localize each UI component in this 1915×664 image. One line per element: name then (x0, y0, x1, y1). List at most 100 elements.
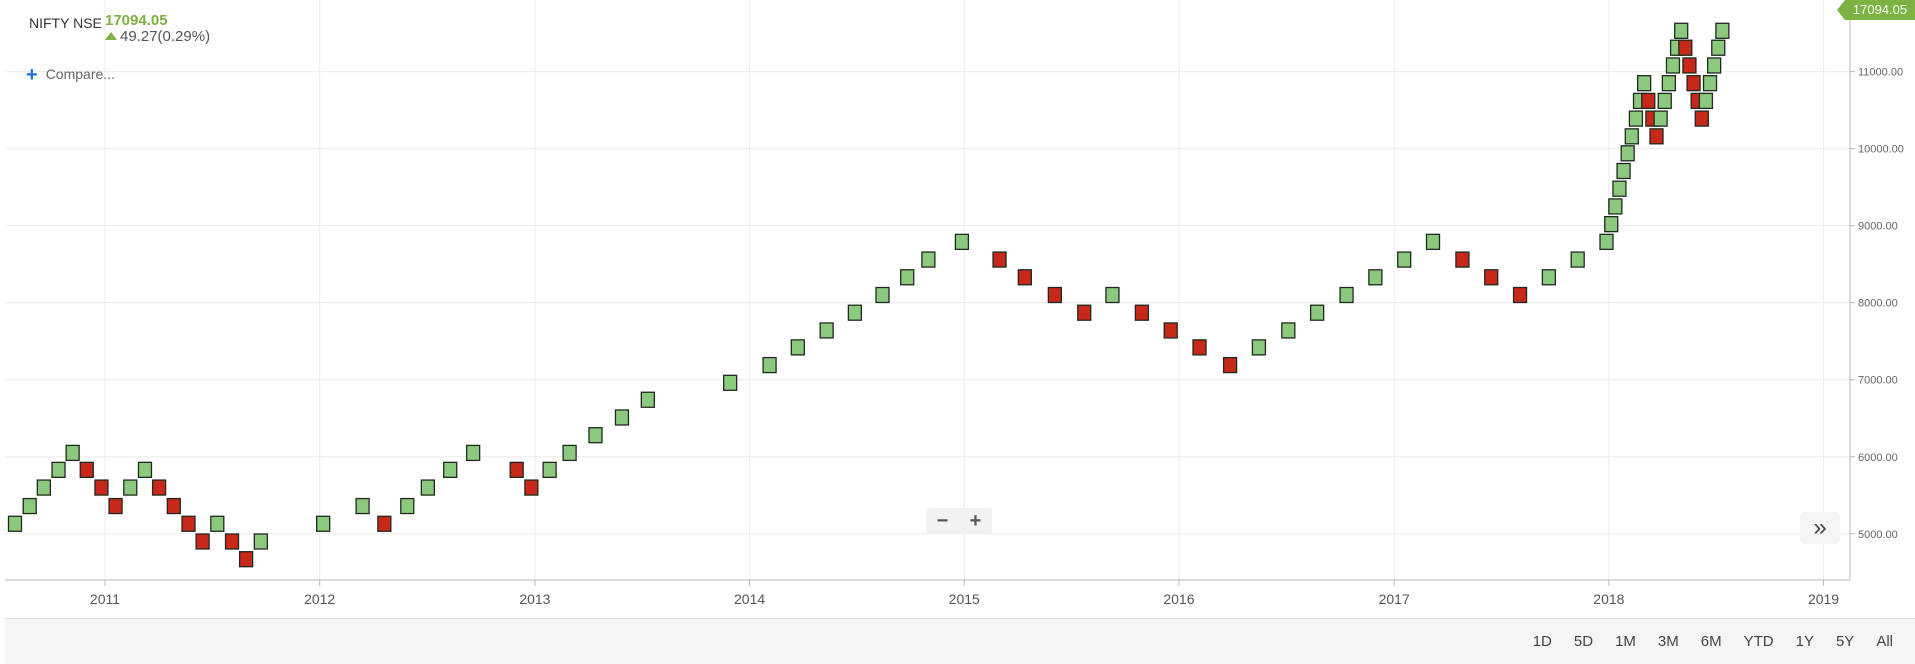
range-buttons: 1D 5D 1M 3M 6M YTD 1Y 5Y All (1533, 633, 1915, 650)
compare-button[interactable]: + Compare... (26, 62, 115, 86)
renko-brick-up (65, 444, 80, 462)
renko-brick-up (1674, 22, 1689, 39)
y-tick-label: 9000.00 (1858, 221, 1898, 233)
renko-brick-up (1702, 75, 1718, 92)
range-ytd-button[interactable]: YTD (1743, 633, 1774, 650)
change-value: 49.27(0.29%) (120, 28, 211, 45)
renko-brick-down (509, 461, 524, 479)
renko-brick-up (1637, 75, 1652, 92)
renko-brick-down (1694, 110, 1709, 127)
renko-brick-up (1698, 92, 1714, 110)
renko-brick-up (1715, 22, 1730, 39)
x-tick-label: 2017 (1379, 591, 1410, 607)
renko-brick-up (1711, 39, 1726, 56)
renko-brick-up (123, 479, 138, 496)
renko-brick-up (36, 479, 51, 496)
range-5d-button[interactable]: 5D (1573, 633, 1594, 650)
renko-brick-up (355, 497, 370, 515)
y-tick-label: 8000.00 (1858, 298, 1898, 310)
x-tick-label: 2015 (949, 591, 980, 607)
renko-brick-up (1368, 269, 1383, 286)
double-chevron-right-icon[interactable]: » (1800, 512, 1840, 544)
renko-brick-up (1620, 145, 1635, 162)
renko-brick-up (847, 304, 863, 321)
renko-brick-up (1541, 269, 1557, 286)
renko-bricks (7, 22, 1730, 568)
renko-brick-up (1706, 57, 1722, 74)
range-5y-button[interactable]: 5Y (1835, 633, 1855, 650)
plus-icon: + (26, 64, 38, 86)
renko-brick-down (1455, 251, 1470, 268)
range-1d-button[interactable]: 1D (1532, 633, 1552, 650)
zoom-in-button[interactable]: + (969, 510, 982, 532)
compare-label: Compare... (45, 66, 115, 82)
renko-brick-down (1682, 57, 1697, 74)
range-6m-button[interactable]: 6M (1700, 633, 1722, 650)
range-selector-bar: 1D 5D 1M 3M 6M YTD 1Y 5Y All (5, 618, 1915, 664)
renko-brick-up (790, 339, 805, 356)
renko-brick-down (992, 251, 1007, 268)
renko-brick-up (900, 269, 915, 286)
renko-brick-up (723, 374, 738, 391)
renko-brick-up (137, 461, 153, 479)
renko-brick-up (954, 233, 970, 251)
renko-brick-up (1657, 92, 1672, 110)
last-price-tag: 17094.05 (1837, 0, 1915, 20)
renko-brick-down (1649, 128, 1664, 145)
renko-brick-up (420, 479, 436, 496)
x-tick-label: 2016 (1163, 591, 1194, 607)
x-axis: 2011 2012 2013 2014 2015 2016 2017 2018 2019 (5, 579, 1850, 607)
renko-brick-up (1339, 286, 1354, 304)
renko-brick-up (1608, 198, 1623, 215)
renko-brick-up (562, 444, 577, 462)
y-tick-label: 11000.00 (1858, 67, 1903, 79)
renko-brick-down (1163, 322, 1178, 339)
range-1m-button[interactable]: 1M (1615, 633, 1636, 650)
x-tick-label: 2011 (90, 591, 120, 607)
renko-brick-down (195, 533, 210, 550)
x-tick-label: 2012 (304, 591, 335, 607)
y-tick-label: 5000.00 (1858, 529, 1898, 541)
renko-brick-up (921, 251, 936, 268)
renko-brick-up (819, 322, 834, 339)
range-all-button[interactable]: All (1876, 633, 1893, 650)
renko-brick-up (210, 515, 225, 532)
x-tick-label: 2014 (734, 591, 765, 607)
arrow-up-icon (105, 32, 117, 40)
price-change: 49.27(0.29%) (105, 28, 210, 46)
x-tick-label: 2019 (1808, 591, 1839, 607)
x-tick-label: 2018 (1593, 591, 1624, 607)
renko-brick-up (762, 356, 777, 374)
range-1y-button[interactable]: 1Y (1795, 633, 1814, 650)
renko-brick-down (1484, 269, 1499, 286)
renko-brick-up (1653, 110, 1668, 127)
renko-brick-down (166, 497, 181, 515)
renko-brick-up (400, 497, 415, 515)
renko-brick-up (1309, 304, 1325, 321)
y-tick-label: 6000.00 (1858, 452, 1898, 464)
renko-brick-up (1616, 162, 1631, 180)
renko-brick-up (1665, 57, 1681, 74)
x-tick-label: 2013 (519, 591, 550, 607)
y-axis: 5000.00 6000.00 7000.00 8000.00 9000.00 10000… (1849, 0, 1904, 580)
renko-brick-up (588, 427, 603, 444)
last-price: 17094.05 (105, 12, 168, 29)
renko-brick-down (238, 551, 254, 568)
renko-brick-down (79, 461, 94, 479)
renko-brick-down (1047, 286, 1062, 304)
renko-brick-up (1628, 110, 1644, 127)
renko-brick-up (1604, 215, 1619, 233)
grid-lines (5, 0, 1850, 580)
renko-brick-down (1134, 304, 1150, 321)
renko-brick-up (614, 409, 630, 426)
renko-brick-down (1192, 339, 1207, 356)
renko-brick-up (542, 461, 557, 479)
renko-brick-down (151, 479, 167, 496)
renko-brick-down (108, 497, 123, 515)
range-3m-button[interactable]: 3M (1657, 633, 1679, 650)
zoom-out-button[interactable]: − (936, 510, 949, 532)
renko-brick-up (640, 391, 655, 408)
renko-brick-up (875, 286, 890, 304)
renko-brick-down (377, 515, 392, 532)
